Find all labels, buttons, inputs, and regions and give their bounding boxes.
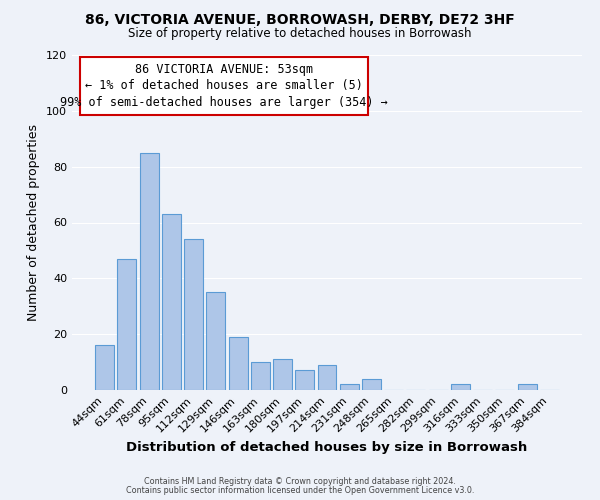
Bar [362,379,381,390]
Bar [206,292,225,390]
X-axis label: Distribution of detached houses by size in Borrowash: Distribution of detached houses by size … [127,441,527,454]
Bar [340,384,359,390]
Text: 99% of semi-detached houses are larger (354) →: 99% of semi-detached houses are larger (… [60,96,388,108]
Bar [118,259,136,390]
Bar [518,384,536,390]
Bar [451,384,470,390]
Text: Size of property relative to detached houses in Borrowash: Size of property relative to detached ho… [128,28,472,40]
Bar [251,362,270,390]
Y-axis label: Number of detached properties: Number of detached properties [28,124,40,321]
FancyBboxPatch shape [80,56,368,116]
Text: 86 VICTORIA AVENUE: 53sqm: 86 VICTORIA AVENUE: 53sqm [134,64,313,76]
Bar [140,152,158,390]
Bar [317,365,337,390]
Text: Contains public sector information licensed under the Open Government Licence v3: Contains public sector information licen… [126,486,474,495]
Text: ← 1% of detached houses are smaller (5): ← 1% of detached houses are smaller (5) [85,80,362,92]
Bar [184,240,203,390]
Bar [295,370,314,390]
Bar [273,360,292,390]
Bar [229,337,248,390]
Bar [162,214,181,390]
Text: Contains HM Land Registry data © Crown copyright and database right 2024.: Contains HM Land Registry data © Crown c… [144,477,456,486]
Text: 86, VICTORIA AVENUE, BORROWASH, DERBY, DE72 3HF: 86, VICTORIA AVENUE, BORROWASH, DERBY, D… [85,12,515,26]
Bar [95,346,114,390]
